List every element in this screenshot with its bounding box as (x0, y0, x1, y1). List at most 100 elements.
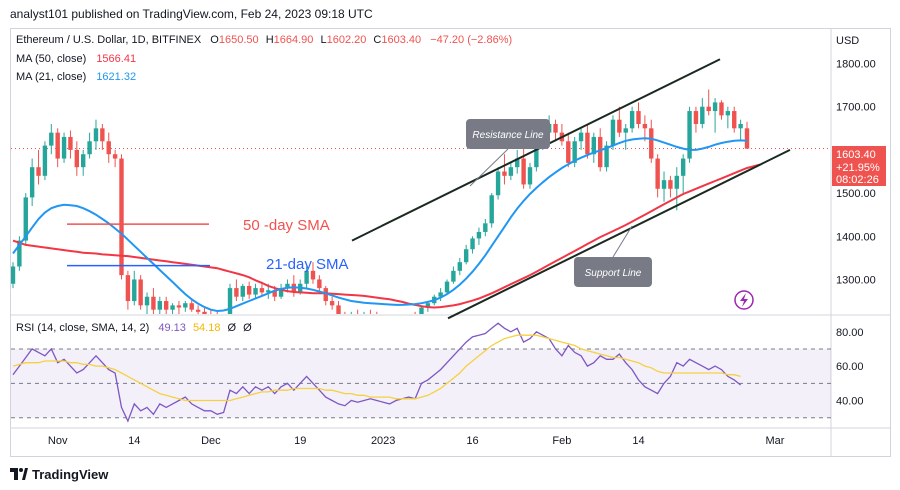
header: analyst101 published on TradingView.com,… (0, 0, 900, 28)
candle-body (451, 270, 456, 282)
lightning-icon[interactable] (734, 290, 754, 310)
rsi-axis[interactable]: 80.00 60.00 40.00 (836, 327, 864, 408)
candle-body (508, 167, 514, 176)
candle-body (610, 119, 616, 146)
candle-body (572, 141, 577, 163)
symbol-legend: Ethereum / U.S. Dollar, 1D, BITFINEX O16… (16, 34, 512, 46)
candle-body (278, 288, 284, 297)
resistance-line (351, 58, 721, 242)
candle-body (655, 158, 660, 189)
candle-body (375, 316, 379, 318)
high-label: H (265, 34, 274, 46)
time-axis[interactable]: Nov 14 Dec 19 2023 16 Feb 14 Mar (48, 435, 785, 447)
ma21-value: 1621.32 (96, 71, 137, 83)
candle-body (221, 318, 225, 320)
candle-body (272, 290, 277, 297)
candle-body (234, 288, 239, 297)
change-value: −47.20 (−2.86%) (430, 34, 513, 46)
candle-body (489, 195, 494, 224)
low-value: 1602.20 (326, 34, 367, 46)
resistance-pointer (469, 148, 509, 187)
candle-body (329, 301, 335, 306)
candle-body (42, 145, 48, 176)
candle-body (215, 316, 219, 318)
rsi-band (11, 348, 831, 419)
candle-body (183, 303, 188, 308)
candle-body (132, 279, 137, 302)
candle-body (112, 154, 118, 159)
candle-body (527, 167, 533, 185)
price-tick-label: 1800.00 (836, 59, 876, 71)
candle-body (310, 270, 316, 280)
open-value: 1650.50 (218, 34, 259, 46)
time-tick-label: Nov (48, 435, 68, 447)
candle-body (629, 111, 635, 129)
rsi-legend: RSI (14, close, SMA, 14, 2) 49.13 54.18 … (16, 322, 252, 334)
candle-body (661, 180, 667, 189)
time-tick-label: Mar (766, 435, 785, 447)
candle-body (304, 270, 309, 284)
candle-body (476, 231, 482, 239)
horizontal-lines (67, 223, 210, 267)
price-tick-label: 1700.00 (836, 102, 876, 114)
candle-body (49, 132, 54, 146)
rsi-tick-label: 80.00 (836, 327, 864, 339)
footer[interactable]: TradingView (10, 464, 108, 484)
rsi-sma-line (12, 334, 741, 402)
rsi-line (12, 322, 742, 423)
candle-body (17, 240, 22, 267)
time-tick-label: Feb (552, 435, 571, 447)
ma50-line (12, 163, 761, 309)
price-tick-label: 1500.00 (836, 188, 876, 200)
candle-body (502, 171, 507, 176)
candle-body (144, 296, 150, 306)
candle-body (29, 167, 35, 198)
candle-body (163, 301, 169, 310)
price-tag: 1603.40 +21.95% 08:02:26 (832, 146, 886, 186)
candle-body (495, 171, 501, 196)
candle-body (463, 249, 469, 263)
support-line (447, 149, 791, 320)
candle-body (266, 290, 271, 293)
moving-averages (12, 137, 761, 313)
candle-body (483, 223, 488, 232)
time-tick-label: 14 (632, 435, 644, 447)
candle-body (680, 158, 686, 176)
candle-body (598, 136, 603, 168)
rsi-tick-label: 60.00 (836, 361, 864, 373)
candle-body (253, 288, 258, 295)
price-tag-countdown: 08:02:26 (836, 174, 879, 186)
candle-body (202, 311, 207, 314)
candle-body (732, 111, 737, 129)
candle-body (93, 128, 99, 142)
rsi-na-2: Ø (243, 322, 252, 334)
candle-body (642, 124, 648, 129)
candle-body (444, 281, 450, 293)
candle-body (68, 136, 73, 150)
candle-body (744, 128, 750, 149)
candle-body (470, 238, 475, 250)
candle-body (636, 111, 641, 124)
candle-body (674, 175, 679, 189)
candle-body (700, 106, 705, 124)
candle-body (138, 279, 143, 306)
candle-body (617, 119, 622, 133)
candle-body (317, 279, 322, 289)
resistance-label: Resistance Line (472, 130, 544, 141)
ma50-legend: MA (50, close) 1566.41 (16, 53, 136, 65)
support-label: Support Line (585, 268, 642, 279)
candle-body (176, 305, 182, 308)
candle-body (719, 102, 724, 116)
candle-body (336, 305, 341, 314)
candle-body (649, 128, 654, 159)
candle-body (227, 288, 233, 314)
candle-body (706, 106, 711, 112)
candle-body (604, 145, 609, 168)
price-tick-label: 1400.00 (836, 231, 876, 243)
time-tick-label: 2023 (371, 435, 395, 447)
symbol-name: Ethereum / U.S. Dollar, 1D, BITFINEX (16, 34, 202, 46)
candle-body (61, 136, 67, 159)
candle-body (195, 309, 201, 312)
candle-body (419, 307, 424, 314)
